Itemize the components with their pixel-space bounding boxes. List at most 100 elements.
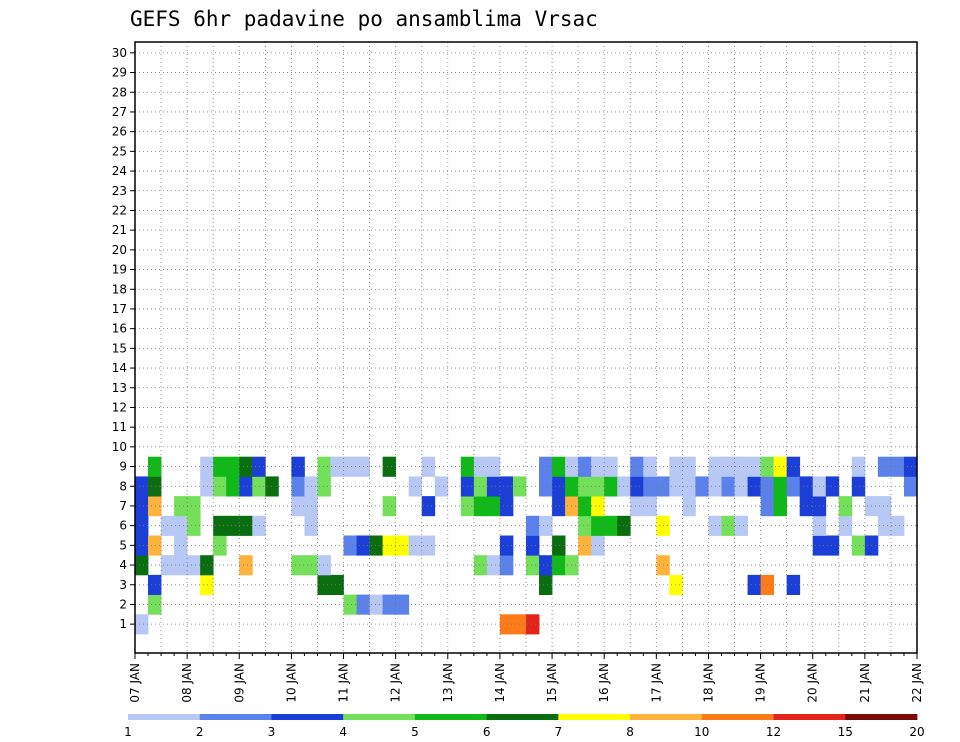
colorbar-swatch (630, 714, 703, 720)
heatmap-cell (526, 515, 540, 536)
y-tick-label: 3 (119, 578, 127, 592)
colorbar-swatch (128, 714, 201, 720)
colorbar-label: 12 (766, 725, 781, 739)
heatmap-cell (291, 496, 305, 517)
heatmap-cell (539, 574, 553, 595)
heatmap-cell (330, 456, 344, 477)
y-tick-label: 1 (119, 617, 127, 631)
heatmap-cell (721, 476, 735, 497)
x-axis-dates: 07 JAN 08 JAN 09 JAN 10 JAN 11 JAN 12 JAN 13 J… (128, 653, 924, 703)
x-tick-label: 15 JAN (545, 663, 559, 703)
x-tick-label: 07 JAN (128, 663, 142, 703)
heatmap-cell (239, 555, 253, 576)
colorbar-label: 6 (483, 725, 491, 739)
heatmap-cell (747, 476, 761, 497)
y-tick-label: 9 (119, 460, 127, 474)
heatmap-cell (343, 535, 357, 556)
heatmap-cell (799, 476, 814, 497)
heatmap-cell (473, 555, 488, 576)
colorbar-legend: 1 2 3 4 5 6 7 8 10 12 15 20 (124, 714, 925, 739)
x-tick-label: 18 JAN (701, 663, 715, 703)
heatmap-cell (773, 476, 788, 497)
y-tick-label: 21 (112, 223, 127, 237)
x-tick-label: 08 JAN (180, 663, 194, 703)
colorbar-swatch (271, 714, 344, 720)
heatmap-cell (578, 476, 592, 497)
x-tick-label: 12 JAN (389, 663, 403, 703)
colorbar-swatch (845, 714, 918, 720)
y-tick-label: 12 (112, 400, 127, 414)
heatmap-cell (838, 515, 853, 536)
heatmap-cell (135, 535, 149, 556)
heatmap-cell (604, 476, 618, 497)
y-tick-label: 18 (112, 282, 127, 296)
heatmap-cell (877, 515, 892, 536)
y-tick-label: 5 (119, 538, 127, 552)
x-tick-label: 21 JAN (858, 663, 872, 703)
x-tick-label: 20 JAN (806, 663, 820, 703)
heatmap-cell (851, 456, 866, 477)
heatmap-cell (630, 476, 644, 497)
heatmap-cell (786, 476, 801, 497)
heatmap-cell (187, 515, 201, 536)
heatmap-cell (747, 456, 761, 477)
heatmap-cell (591, 496, 605, 517)
y-tick-label: 13 (112, 381, 127, 395)
heatmap-cell (421, 535, 436, 556)
colorbar-swatch (414, 714, 488, 720)
heatmap-cell (148, 594, 162, 615)
heatmap-cell (682, 496, 696, 517)
heatmap-cell (591, 476, 605, 497)
heatmap-cell (552, 496, 566, 517)
y-tick-label: 23 (112, 184, 127, 198)
heatmap-cell (499, 496, 514, 517)
heatmap-cell (552, 555, 566, 576)
y-tick-label: 25 (112, 144, 127, 158)
heatmap-cell (903, 476, 918, 497)
y-tick-label: 11 (112, 420, 127, 434)
colorbar-label: 2 (196, 725, 204, 739)
heatmap-cell (630, 496, 644, 517)
heatmap-cell (734, 515, 748, 536)
heatmap-cell (343, 594, 357, 615)
heatmap-cell (200, 456, 214, 477)
heatmap-cell (552, 476, 566, 497)
colorbar-label: 5 (411, 725, 419, 739)
heatmap-cell (148, 574, 162, 595)
heatmap-cell (317, 456, 331, 477)
heatmap-cell (200, 574, 214, 595)
colorbar-label: 7 (555, 725, 563, 739)
colorbar-label: 4 (339, 725, 347, 739)
heatmap-cell (135, 496, 149, 517)
y-axis-ensemble-members: 1234567891011121314151617181920212223242… (112, 46, 135, 631)
heatmap-cell (526, 555, 540, 576)
heatmap-cell (643, 476, 657, 497)
heatmap-cell (721, 515, 735, 536)
heatmap-cell (187, 555, 201, 576)
heatmap-cell (591, 535, 605, 556)
heatmap-cell (838, 496, 853, 517)
heatmap-cell (265, 476, 279, 497)
heatmap-cell (369, 535, 384, 556)
heatmap-cell (486, 555, 501, 576)
heatmap-cell (552, 535, 566, 556)
colorbar-label: 8 (626, 725, 634, 739)
heatmap-cell (291, 555, 305, 576)
y-tick-label: 2 (119, 597, 127, 611)
heatmap-cell (486, 456, 501, 477)
x-tick-label: 17 JAN (649, 663, 663, 703)
heatmap-cell (135, 614, 149, 635)
heatmap-cell (734, 476, 748, 497)
heatmap-cell (317, 476, 331, 497)
heatmap-cell (799, 496, 814, 517)
heatmap-cell (786, 574, 801, 595)
colorbar-swatch (343, 714, 416, 720)
colorbar-swatch (199, 714, 272, 720)
x-tick-label: 09 JAN (232, 663, 246, 703)
heatmap-cell (174, 515, 188, 536)
heatmap-cell (578, 496, 592, 517)
heatmap-cell (148, 456, 162, 477)
heatmap-cell (773, 496, 788, 517)
y-tick-label: 28 (112, 85, 127, 99)
heatmap-cell (669, 574, 683, 595)
